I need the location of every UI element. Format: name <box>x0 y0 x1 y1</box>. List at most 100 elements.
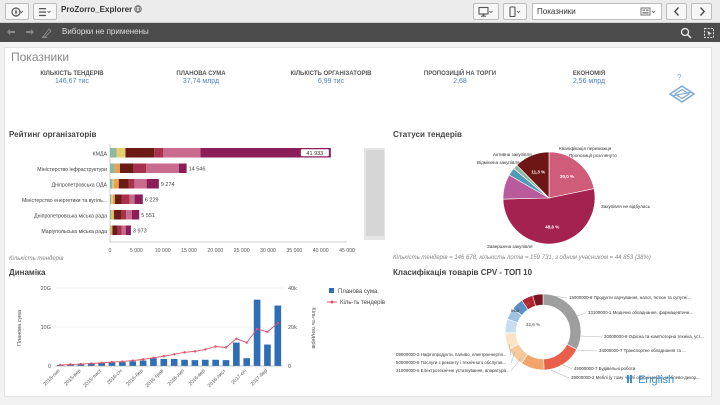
statuses-title: Статуси тендерів <box>393 130 462 139</box>
next-sheet-button[interactable] <box>691 3 712 20</box>
bar-segment <box>112 179 114 189</box>
donut-slice <box>532 293 544 307</box>
bar-segment <box>146 179 159 189</box>
kpi-label: ПЛАНОВА СУМА <box>176 71 226 77</box>
line-point <box>276 321 280 325</box>
kpi-tenders[interactable]: КІЛЬКІСТЬ ТЕНДЕРІВ 146,67 тис <box>17 71 127 85</box>
bar <box>243 358 251 366</box>
leader-line <box>508 343 512 356</box>
x-tick-label: 2016-бер <box>125 368 144 387</box>
pie-slice <box>548 151 595 199</box>
legend-label: Кіль-ть тендерів <box>340 300 385 306</box>
bar-segment <box>118 179 129 189</box>
search-icon[interactable] <box>680 27 692 39</box>
x-tick-label: 2016-вер <box>188 368 207 387</box>
bar-segment <box>121 225 126 235</box>
leader-line <box>580 335 603 338</box>
donut-category-label: 15000000-8 Продукти харчування, напої, т… <box>569 295 691 300</box>
x-tick-label: 30 000 <box>260 248 276 254</box>
device-view-button[interactable] <box>473 3 499 20</box>
pie-slice <box>502 188 596 245</box>
bar-segment <box>119 163 134 173</box>
dynamics-chart[interactable]: 0 10G 20G 0 20k 40k Планова сума Кіль-ть тендер… <box>7 278 387 398</box>
x-tick-label: 35 000 <box>286 248 302 254</box>
slice-category-label: Активна закупівля <box>493 152 532 157</box>
bar-segment <box>110 210 112 220</box>
sheet-selector[interactable]: Показники <box>532 3 662 20</box>
legend-marker <box>330 300 334 304</box>
app-title-text: ProZorro_Explorer <box>61 5 133 14</box>
list-menu-button[interactable] <box>33 3 57 20</box>
selections-back-icon[interactable] <box>6 27 18 39</box>
category-label: Дніпропетровська ОДА <box>52 183 108 189</box>
total-label: 6 229 <box>145 198 159 204</box>
x-tick-label: 0 <box>109 248 112 254</box>
bar-segment <box>133 163 147 173</box>
leader-line <box>560 363 573 370</box>
category-label: Дніпропетровська міська рада <box>34 214 107 220</box>
kpi-bids[interactable]: ПРОПОЗИЦІЙ НА ТОРГИ 2,68 <box>405 71 515 85</box>
bar <box>150 358 157 366</box>
x-tick-label: 2015-лип <box>42 368 61 387</box>
kpi-value: 2,56 млрд <box>572 78 606 85</box>
chevron-right-icon <box>699 7 705 16</box>
scrollbar-thumb <box>366 150 384 236</box>
bar <box>191 360 199 366</box>
lang-bars-icon <box>627 375 632 383</box>
y-right-axis-label: Кіль-ть тендерів <box>310 307 316 348</box>
y-left-axis-label: Планова сума <box>17 309 23 346</box>
leader-line <box>552 295 568 299</box>
line-point <box>90 362 93 365</box>
rating-title: Рейтинг організаторів <box>9 130 97 139</box>
bar-segment <box>131 210 140 220</box>
line-point <box>204 348 207 351</box>
bar-segment <box>110 148 117 158</box>
previous-sheet-button[interactable] <box>666 3 687 20</box>
dynamics-title: Динаміка <box>9 268 46 277</box>
slice-category-label: Пропозиції розглянуто <box>569 153 617 158</box>
category-label: Маріупольська міська рада <box>41 229 107 235</box>
sheet-canvas: Показники КІЛЬКІСТЬ ТЕНДЕРІВ 146,67 тис … <box>0 42 720 405</box>
slice-category-label: Закупівля не відбулась <box>601 204 651 209</box>
bar-segment <box>110 225 111 235</box>
selection-tool-icon[interactable] <box>703 27 715 39</box>
leader-line <box>510 351 516 364</box>
legend-label: Планова сума <box>338 289 378 295</box>
bar-segment <box>114 210 122 220</box>
cpv-chart[interactable]: 32,6 % Інші 15000000-8 Продукти харчування… <box>391 280 709 385</box>
y-right-tick-label: 0 <box>288 364 291 370</box>
kpi-planned-sum[interactable]: ПЛАНОВА СУМА 37,74 млрд <box>146 71 256 85</box>
line-point <box>79 362 83 366</box>
rating-chart[interactable]: КМДА 41 933 Міністерство інфраструктури 14 … <box>7 142 385 260</box>
kpi-savings[interactable]: ЕКОНОМІЯ 2,56 млрд <box>534 71 644 85</box>
selections-forward-icon[interactable] <box>23 27 35 39</box>
y-left-tick-label: 0 <box>48 364 51 370</box>
english-language-link[interactable]: English <box>627 374 674 386</box>
bookmark-button[interactable] <box>503 3 527 20</box>
pie-slice <box>516 151 550 199</box>
bar-segment <box>112 210 115 220</box>
bar-segment <box>117 225 122 235</box>
line-point <box>69 363 72 366</box>
bar <box>233 342 240 366</box>
navigation-menu-button[interactable] <box>5 3 29 20</box>
x-tick-label: 10 000 <box>155 248 171 254</box>
bar-segment <box>134 194 143 204</box>
bar <box>274 305 282 366</box>
bar <box>87 363 95 366</box>
donut-slice <box>542 293 582 350</box>
status-chart[interactable]: 20,0 % 48,6 % 11,3 % Закупівля не відбулась… <box>391 142 709 250</box>
donut-center-label: 32,6 % <box>526 322 540 327</box>
leader-line <box>573 312 587 318</box>
bar <box>108 362 116 366</box>
compass-icon <box>11 7 24 17</box>
statuses-note: Кількість тендерів = 146 678, кількість … <box>393 255 651 261</box>
kpi-organizers[interactable]: КІЛЬКІСТЬ ОРГАНІЗАТОРІВ 6,99 тис <box>276 71 386 85</box>
line-point <box>172 353 176 356</box>
donut-category-label: 31000000-6 Електротехнічне устаткування,… <box>396 368 510 373</box>
leader-line <box>576 349 598 352</box>
clear-selections-icon[interactable] <box>41 27 53 39</box>
line-point <box>141 358 145 361</box>
bar <box>253 299 261 366</box>
bar-segment <box>110 225 112 235</box>
